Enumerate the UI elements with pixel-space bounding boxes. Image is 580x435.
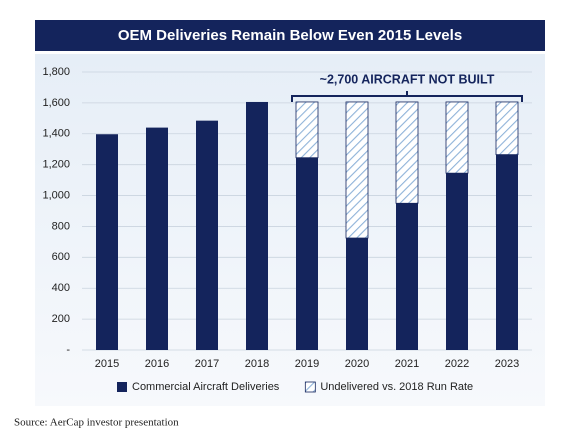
- legend-label: Undelivered vs. 2018 Run Rate: [320, 381, 473, 393]
- bar-undelivered: [495, 101, 519, 156]
- bar: [496, 154, 518, 350]
- legend-label: Commercial Aircraft Deliveries: [132, 381, 280, 393]
- x-tick-label: 2019: [295, 358, 319, 370]
- x-tick-label: 2021: [395, 358, 419, 370]
- x-tick-label: 2017: [195, 358, 219, 370]
- x-tick-label: 2023: [495, 358, 519, 370]
- x-tick-label: 2016: [145, 358, 169, 370]
- y-tick-label: 1,200: [42, 159, 70, 171]
- x-tick-label: 2015: [95, 358, 119, 370]
- x-tick-label: 2018: [245, 358, 269, 370]
- chart-title: OEM Deliveries Remain Below Even 2015 Le…: [118, 27, 462, 44]
- bar: [296, 157, 318, 350]
- y-tick-label: 1,000: [42, 189, 70, 201]
- bar: [346, 238, 368, 350]
- title-banner: [35, 20, 545, 51]
- legend-swatch: [117, 382, 127, 392]
- x-tick-label: 2020: [345, 358, 369, 370]
- y-tick-label: 400: [52, 282, 70, 294]
- legend-swatch: [304, 381, 316, 393]
- bar: [196, 120, 218, 351]
- y-tick-label: 800: [52, 220, 70, 232]
- bar: [446, 173, 468, 350]
- y-tick-label: 600: [52, 251, 70, 263]
- y-tick-label: 1,400: [42, 128, 70, 140]
- y-tick-label: 200: [52, 313, 70, 325]
- annotation: ~2,700 AIRCRAFT NOT BUILT: [320, 72, 495, 86]
- bar: [96, 134, 118, 350]
- bar-undelivered: [395, 101, 419, 204]
- annotation-bracket: [291, 91, 523, 102]
- source-note: Source: AerCap investor presentation: [14, 417, 179, 429]
- bar: [396, 203, 418, 350]
- bar-undelivered: [445, 101, 469, 174]
- y-tick-label: 1,600: [42, 97, 70, 109]
- bar: [146, 127, 168, 350]
- x-tick-label: 2022: [445, 358, 469, 370]
- y-tick-label: -: [66, 344, 70, 356]
- y-tick-label: 1,800: [42, 66, 70, 78]
- bar: [246, 101, 268, 350]
- bar-undelivered: [345, 101, 369, 239]
- bar-undelivered: [295, 101, 319, 159]
